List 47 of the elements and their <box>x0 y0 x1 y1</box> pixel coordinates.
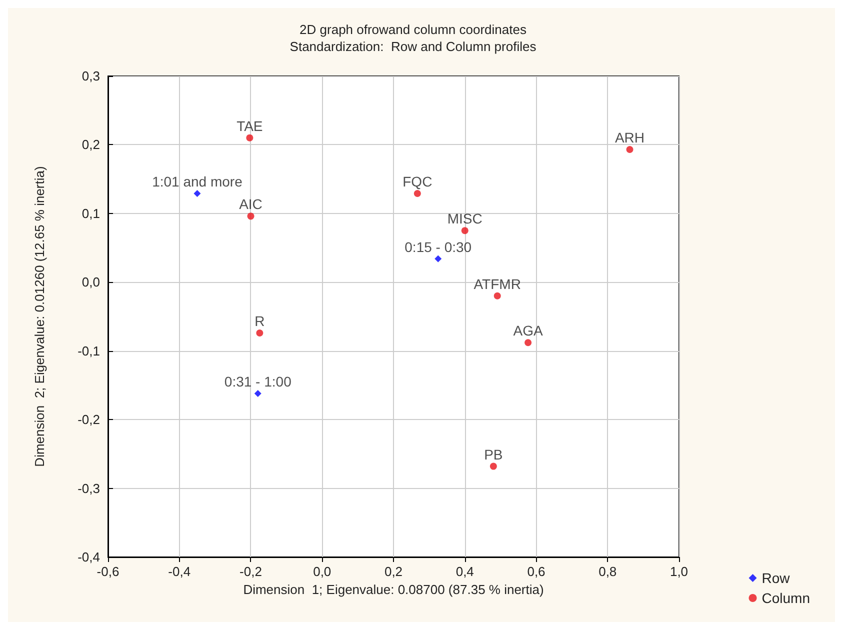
x-tick-label: -0,2 <box>240 564 262 579</box>
annotation: FQC <box>402 174 432 190</box>
chart-title: 2D graph ofrowand column coordinates <box>300 22 527 37</box>
annotation: TAE <box>236 118 263 134</box>
point <box>494 292 501 300</box>
point <box>461 227 468 234</box>
annotation: PB <box>484 446 503 462</box>
y-tick-label: 0,1 <box>82 206 100 221</box>
x-tick-label: 0,2 <box>384 564 403 579</box>
annotation: 1:01 and more <box>152 174 243 190</box>
x-tick-label: -0,4 <box>168 564 191 579</box>
point <box>524 339 532 346</box>
point <box>434 255 442 262</box>
annotation: ATFMR <box>474 276 521 292</box>
y-tick-label: 0,3 <box>82 68 100 84</box>
x-axis-title: Dimension 1; Eigenvalue: 0.08700 (87.35 % inertia) <box>243 582 544 597</box>
x-tick-label: 0,8 <box>598 564 617 579</box>
annotation: ARH <box>614 130 645 146</box>
annotation: AIC <box>239 196 262 212</box>
y-tick-label: -0,1 <box>78 343 100 358</box>
legend-label: Column <box>762 590 810 606</box>
x-tick-label: -0,6 <box>96 564 120 579</box>
annotation: R <box>254 312 265 329</box>
x-tick-label: 1,0 <box>670 564 688 579</box>
annotation: AGA <box>513 322 544 339</box>
point <box>490 462 497 470</box>
x-tick-label: 0,4 <box>456 564 474 579</box>
y-tick-label: -0,3 <box>78 480 100 496</box>
annotation: 0:31 - 1:00 <box>224 373 292 390</box>
point <box>254 390 262 397</box>
x-tick-label: 0,0 <box>313 564 332 579</box>
y-axis-title: Dimension 2; Eigenvalue: 0.01260 (12.65 % inertia) <box>32 166 47 467</box>
x-tick-label: 0,6 <box>527 564 546 579</box>
legend-label: Row <box>762 570 791 586</box>
y-tick-label: 0,0 <box>82 274 100 290</box>
point <box>414 190 421 197</box>
point <box>194 190 201 197</box>
point <box>246 134 254 142</box>
point <box>256 329 264 336</box>
y-tick-label: 0,2 <box>82 137 100 152</box>
y-tick-label: -0,4 <box>78 550 100 564</box>
point <box>626 146 634 154</box>
chart-subtitle: Standardization: Row and Column profiles <box>290 39 537 54</box>
y-tick-label: -0,2 <box>78 412 100 428</box>
point <box>247 212 254 220</box>
annotation: MISC <box>447 210 482 227</box>
annotation: 0:15 - 0:30 <box>404 238 472 255</box>
